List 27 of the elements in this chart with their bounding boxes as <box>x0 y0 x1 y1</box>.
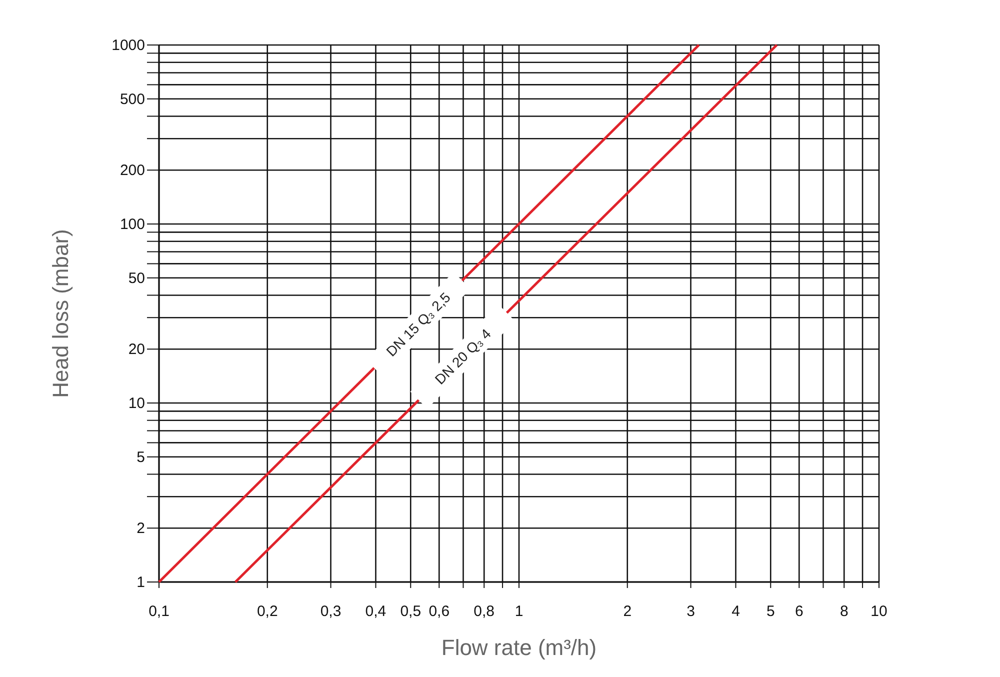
y-tick-label: 200 <box>120 162 145 180</box>
x-axis-title: Flow rate (m³/h) <box>441 635 597 660</box>
y-tick-label: 500 <box>120 90 145 108</box>
y-tick-label: 50 <box>128 270 145 287</box>
x-tick-label: 10 <box>870 603 888 620</box>
x-tick-label: 0,4 <box>365 603 386 620</box>
x-tick-label: 0,6 <box>428 603 450 620</box>
x-tick-label: 6 <box>794 603 804 620</box>
x-tick-label: 0,5 <box>400 603 422 620</box>
y-axis-title: Head loss (mbar) <box>48 229 73 398</box>
y-tick-label: 5 <box>136 448 145 466</box>
y-tick-label: 100 <box>120 216 145 233</box>
y-tick-label: 10 <box>128 395 145 412</box>
y-tick-label: 1000 <box>112 37 145 54</box>
x-tick-label: 0,1 <box>148 603 170 620</box>
x-tick-label: 3 <box>686 603 695 620</box>
x-tick-label: 4 <box>732 603 740 620</box>
x-tick-label: 0,8 <box>474 603 495 620</box>
x-tick-label: 0,2 <box>256 603 278 620</box>
y-tick-label: 2 <box>136 520 145 538</box>
x-tick-label: 0,3 <box>320 603 342 620</box>
y-tick-label: 1 <box>136 574 145 591</box>
x-tick-label: 1 <box>514 603 524 620</box>
x-tick-label: 5 <box>766 603 775 620</box>
x-tick-label: 2 <box>623 603 632 620</box>
y-tick-label: 20 <box>128 341 145 358</box>
x-tick-label: 8 <box>840 603 848 620</box>
